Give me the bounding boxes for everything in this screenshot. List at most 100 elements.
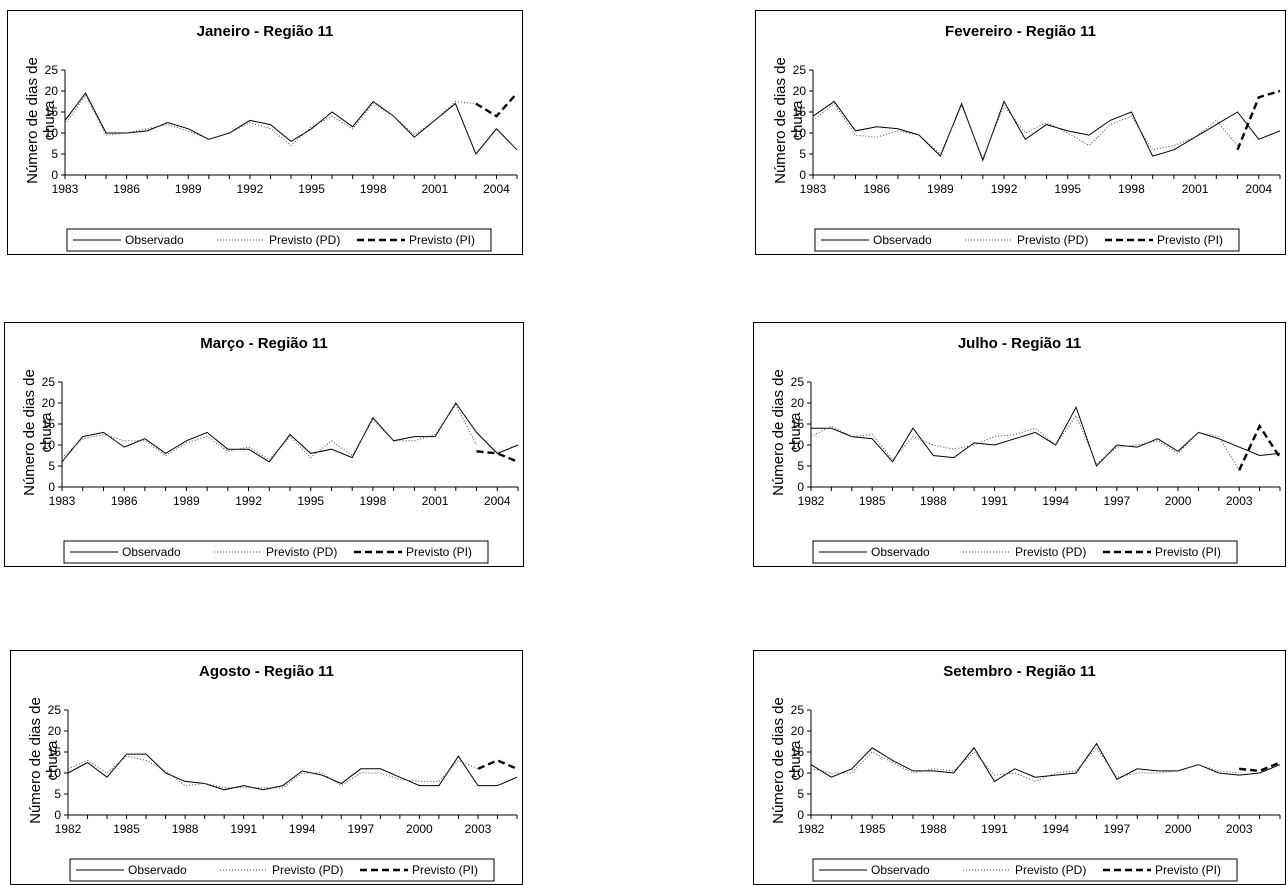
- legend-label-previsto-pd: Previsto (PD): [1015, 545, 1086, 559]
- y-tick-label: 0: [51, 168, 58, 182]
- series-line-previsto-pd: [67, 755, 479, 789]
- y-tick-label: 25: [791, 703, 805, 717]
- legend: Observado Previsto (PD) Previsto (PI): [69, 858, 495, 882]
- x-tick-label: 2003: [1226, 494, 1253, 508]
- y-tick-label: 0: [799, 168, 806, 182]
- x-tick-label: 2001: [422, 494, 449, 508]
- x-tick-label: 1997: [347, 822, 374, 836]
- x-tick-label: 1991: [981, 822, 1008, 836]
- chart-panel-setembro: Setembro - Região 11 Número de dias dechu…: [753, 650, 1286, 885]
- x-tick-label: 1983: [800, 182, 827, 196]
- series-line-previsto-pd: [810, 746, 1240, 782]
- y-tick-label: 0: [48, 480, 55, 494]
- chart-title: Março - Região 11: [200, 335, 328, 352]
- legend: Observado Previsto (PD) Previsto (PI): [63, 540, 489, 564]
- y-tick-label: 15: [45, 105, 59, 119]
- y-axis-label-line: chuva: [787, 412, 804, 453]
- legend-box: [812, 858, 1238, 882]
- y-tick-label: 10: [45, 126, 59, 140]
- x-tick-label: 1988: [920, 822, 947, 836]
- legend-label-previsto-pd: Previsto (PD): [1015, 863, 1086, 877]
- chart-panel-marco: Março - Região 11 Número de dias dechuva 0…: [4, 322, 524, 567]
- y-tick-label: 10: [791, 766, 805, 780]
- x-tick-label: 1992: [991, 182, 1018, 196]
- chart-svg: Março - Região 11 Número de dias dechuva0…: [4, 322, 524, 567]
- x-tick-label: 1995: [297, 494, 324, 508]
- x-tick-label: 1986: [111, 494, 138, 508]
- legend-label-observado: Observado: [873, 233, 932, 247]
- y-tick-label: 25: [791, 375, 805, 389]
- legend-box: [63, 540, 489, 564]
- y-tick-label: 15: [48, 745, 62, 759]
- x-tick-label: 1985: [859, 494, 886, 508]
- x-tick-label: 1991: [230, 822, 257, 836]
- y-axis-label-line: Número de dias de: [772, 57, 789, 184]
- y-axis-label-line: Número de dias de: [21, 369, 38, 496]
- chart-title: Janeiro - Região 11: [197, 23, 334, 40]
- y-tick-label: 25: [42, 375, 56, 389]
- legend: Observado Previsto (PD) Previsto (PI): [814, 228, 1240, 252]
- y-axis-label-line: chuva: [41, 100, 58, 141]
- y-axis-label: Número de dias dechuva: [770, 369, 804, 496]
- series-line-previsto-pi: [475, 92, 518, 118]
- x-tick-label: 2004: [484, 494, 511, 508]
- series-line-previsto-pi: [1239, 761, 1281, 773]
- y-axis-label-line: chuva: [44, 740, 61, 781]
- legend: Observado Previsto (PD) Previsto (PI): [66, 228, 492, 252]
- y-tick-label: 5: [54, 787, 61, 801]
- x-tick-label: 2000: [406, 822, 433, 836]
- x-tick-label: 1997: [1104, 822, 1131, 836]
- legend-box: [66, 228, 492, 252]
- y-axis-label-line: Número de dias de: [27, 697, 44, 824]
- legend-label-previsto-pi: Previsto (PI): [412, 863, 478, 877]
- y-tick-label: 0: [797, 480, 804, 494]
- chart-panel-fevereiro: Fevereiro - Região 11 Número de dias dech…: [755, 10, 1286, 255]
- x-tick-label: 1982: [798, 494, 825, 508]
- series-line-previsto-pd: [812, 102, 1238, 160]
- series-line-previsto-pi: [476, 450, 519, 463]
- chart-frame: [755, 10, 1286, 255]
- series-line-previsto-pi: [1238, 423, 1282, 471]
- x-tick-label: 1982: [798, 822, 825, 836]
- chart-svg: Fevereiro - Região 11 Número de dias dech…: [755, 10, 1286, 255]
- y-tick-label: 25: [48, 703, 62, 717]
- chart-frame: [4, 322, 524, 567]
- y-axis-label: Número de dias dechuva: [21, 369, 55, 496]
- series-line-observado: [67, 753, 518, 791]
- y-tick-label: 10: [791, 438, 805, 452]
- legend-label-observado: Observado: [871, 545, 930, 559]
- x-tick-label: 2001: [1182, 182, 1209, 196]
- y-tick-label: 20: [45, 84, 59, 98]
- x-tick-label: 1994: [1042, 822, 1069, 836]
- legend-label-observado: Observado: [128, 863, 187, 877]
- legend-box: [812, 540, 1238, 564]
- legend-label-previsto-pi: Previsto (PI): [406, 545, 472, 559]
- y-axis-label: Número de dias dechuva: [24, 57, 58, 184]
- chart-frame: [10, 650, 523, 885]
- y-tick-label: 10: [48, 766, 62, 780]
- y-tick-label: 20: [791, 724, 805, 738]
- y-tick-label: 15: [42, 417, 56, 431]
- x-tick-label: 1988: [172, 822, 199, 836]
- x-tick-label: 1995: [1054, 182, 1081, 196]
- chart-panel-agosto: Agosto - Região 11 Número de dias dechuva…: [10, 650, 523, 885]
- chart-panel-julho: Julho - Região 11 Número de dias dechuva 0…: [753, 322, 1286, 567]
- series-line-observado: [812, 100, 1281, 162]
- y-tick-label: 20: [791, 396, 805, 410]
- chart-title: Julho - Região 11: [958, 335, 1081, 352]
- legend: Observado Previsto (PD) Previsto (PI): [812, 540, 1238, 564]
- y-axis-label-line: Número de dias de: [770, 369, 787, 496]
- chart-frame: [753, 650, 1286, 885]
- y-tick-label: 5: [797, 787, 804, 801]
- x-tick-label: 1986: [113, 182, 140, 196]
- x-tick-label: 1994: [289, 822, 316, 836]
- y-axis-label-line: chuva: [789, 100, 806, 141]
- chart-svg: Agosto - Região 11 Número de dias dechuva…: [10, 650, 523, 885]
- x-tick-label: 2004: [1245, 182, 1272, 196]
- y-tick-label: 5: [799, 147, 806, 161]
- chart-title: Fevereiro - Região 11: [945, 23, 1096, 40]
- y-tick-label: 20: [42, 396, 56, 410]
- y-tick-label: 5: [51, 147, 58, 161]
- chart-title: Agosto - Região 11: [199, 663, 334, 680]
